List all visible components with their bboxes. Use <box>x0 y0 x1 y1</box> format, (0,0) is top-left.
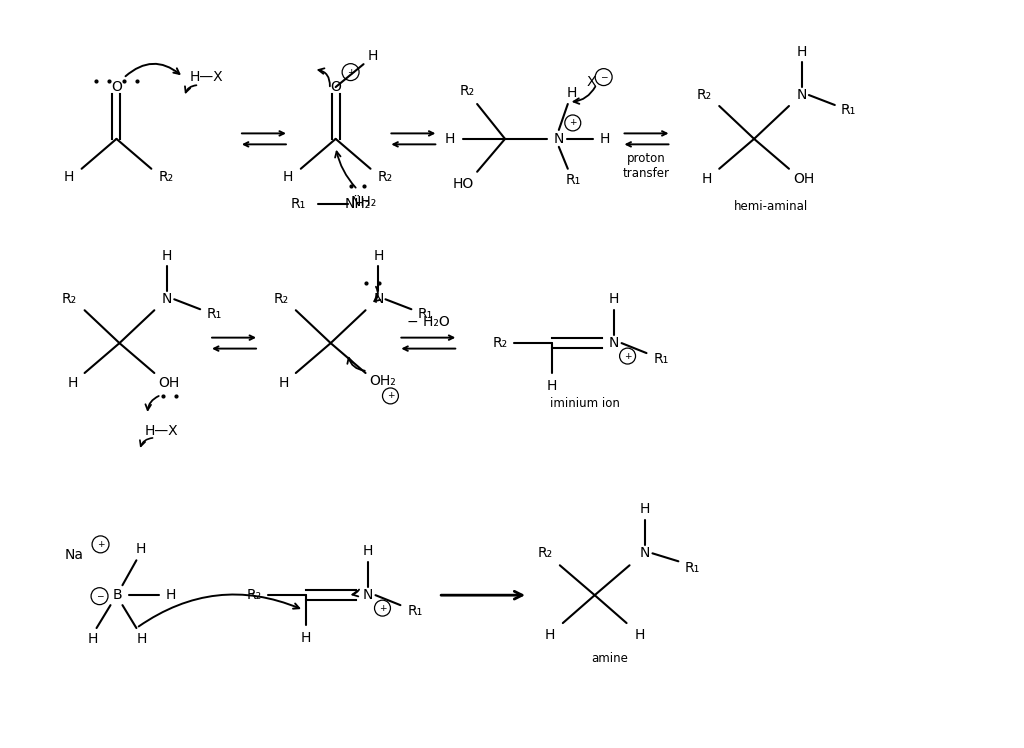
Text: amine: amine <box>591 652 628 666</box>
Text: B: B <box>113 588 122 602</box>
Text: H: H <box>301 631 311 645</box>
Text: R₁: R₁ <box>207 307 222 321</box>
Text: H: H <box>545 628 555 642</box>
Text: R₂: R₂ <box>378 170 393 184</box>
Text: N: N <box>797 88 807 102</box>
Text: R₁: R₁ <box>290 197 305 211</box>
Text: H: H <box>702 172 713 186</box>
Text: NH₂: NH₂ <box>344 197 371 211</box>
Text: N: N <box>162 292 172 306</box>
Text: +: + <box>97 540 104 549</box>
Text: R₂: R₂ <box>460 84 475 98</box>
Text: N: N <box>639 546 649 560</box>
Text: H: H <box>566 86 577 100</box>
Text: H: H <box>634 628 645 642</box>
Text: R₁: R₁ <box>565 173 581 187</box>
Text: H: H <box>162 249 172 263</box>
Text: transfer: transfer <box>623 168 670 180</box>
Text: Na: Na <box>65 548 83 562</box>
Text: H—X: H—X <box>144 424 178 438</box>
Text: OH: OH <box>159 376 180 390</box>
Text: H: H <box>599 132 610 146</box>
Text: −: − <box>96 592 103 601</box>
Text: H: H <box>368 49 378 63</box>
Text: H: H <box>166 588 176 602</box>
Text: − H₂O: − H₂O <box>407 315 450 329</box>
Text: H: H <box>639 503 649 517</box>
Text: R₁: R₁ <box>685 561 700 575</box>
Text: proton: proton <box>627 153 666 165</box>
Text: N: N <box>374 292 384 306</box>
Text: H: H <box>362 545 373 558</box>
Text: H: H <box>445 132 456 146</box>
Text: R₁: R₁ <box>418 307 433 321</box>
Text: −: − <box>600 73 607 82</box>
Text: H—X: H—X <box>189 70 223 84</box>
Text: N: N <box>608 336 618 350</box>
Text: O: O <box>330 80 341 94</box>
Text: R₂: R₂ <box>273 292 289 306</box>
Text: H: H <box>136 632 146 646</box>
Text: H: H <box>374 249 384 263</box>
Text: R₂: R₂ <box>493 336 508 350</box>
Text: R₂: R₂ <box>247 588 261 602</box>
Text: R₂: R₂ <box>696 88 712 102</box>
Text: +: + <box>569 118 577 127</box>
Text: hemi-aminal: hemi-aminal <box>734 200 808 213</box>
Text: +: + <box>387 391 394 400</box>
Text: R₂: R₂ <box>159 170 174 184</box>
Text: HO: HO <box>453 177 474 191</box>
Text: R₂: R₂ <box>62 292 77 306</box>
Text: H: H <box>135 542 145 557</box>
Text: OH₂: OH₂ <box>369 374 396 388</box>
Text: +: + <box>379 604 386 613</box>
Text: R₁: R₁ <box>841 103 856 117</box>
Text: R₂: R₂ <box>538 546 552 560</box>
Text: H: H <box>63 170 74 184</box>
Text: +: + <box>347 67 354 76</box>
Text: H: H <box>547 379 557 393</box>
Text: N̈H₂: N̈H₂ <box>350 194 377 209</box>
Text: +: + <box>624 352 632 361</box>
Text: H: H <box>283 170 293 184</box>
Text: iminium ion: iminium ion <box>550 397 620 411</box>
Text: O: O <box>111 80 122 94</box>
Text: R₁: R₁ <box>653 352 669 366</box>
Text: H: H <box>68 376 78 390</box>
Text: N: N <box>554 132 564 146</box>
Text: H: H <box>87 632 97 646</box>
Text: N: N <box>362 588 373 602</box>
Text: H: H <box>797 45 807 59</box>
Text: H: H <box>279 376 289 390</box>
Text: X: X <box>587 75 596 89</box>
Text: H: H <box>608 292 618 306</box>
Text: OH: OH <box>794 172 814 186</box>
Text: R₁: R₁ <box>408 604 423 618</box>
